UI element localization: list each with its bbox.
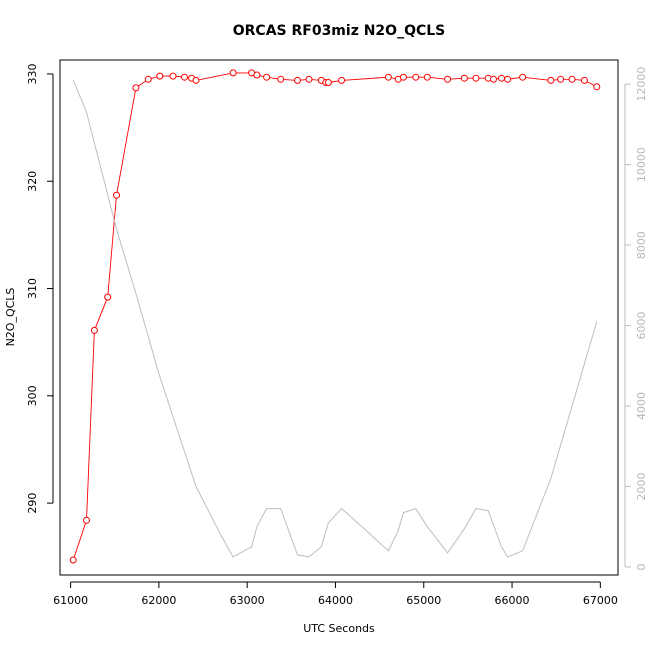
y2-tick-label: 2000 — [635, 472, 648, 500]
x-axis: 61000 62000 63000 64000 65000 66000 67000 — [53, 581, 618, 607]
data-point — [104, 293, 112, 301]
data-point — [192, 76, 200, 84]
data-point — [305, 75, 313, 83]
data-point — [557, 75, 565, 83]
y2-tick-label: 10000 — [635, 147, 648, 182]
y-tick-label: 300 — [26, 385, 39, 406]
data-point — [444, 75, 452, 83]
data-point — [384, 73, 392, 81]
x-axis-label: UTC Seconds — [303, 622, 375, 635]
y-axis-right: 0 2000 4000 6000 8000 10000 12000 — [624, 67, 648, 570]
y2-tick-label: 6000 — [635, 312, 648, 340]
x-tick-label: 61000 — [53, 594, 88, 607]
data-point — [547, 76, 555, 84]
data-point — [593, 83, 601, 91]
data-point — [277, 75, 285, 83]
data-point — [519, 73, 527, 81]
series-1-line — [72, 79, 598, 558]
data-point — [412, 73, 420, 81]
x-tick-label: 67000 — [583, 594, 618, 607]
data-point — [144, 75, 152, 83]
series-layer — [69, 69, 601, 564]
y2-tick-label: 0 — [635, 563, 648, 570]
data-point — [181, 73, 188, 81]
data-point — [69, 556, 77, 564]
data-point — [423, 73, 431, 81]
y-tick-label: 290 — [26, 493, 39, 514]
data-point — [263, 73, 271, 81]
x-tick-label: 65000 — [406, 594, 441, 607]
y2-tick-label: 8000 — [635, 231, 648, 259]
data-point — [504, 75, 512, 83]
y2-tick-label: 12000 — [635, 67, 648, 102]
y-axis-label: N2O_QCLS — [4, 288, 17, 347]
data-point — [132, 84, 140, 92]
y-tick-label: 320 — [26, 171, 39, 192]
data-point — [83, 516, 90, 524]
data-point — [472, 74, 480, 82]
data-point — [568, 75, 576, 83]
x-tick-label: 66000 — [495, 594, 530, 607]
series-0-line — [72, 72, 598, 561]
y-tick-label: 310 — [26, 278, 39, 299]
data-point — [169, 72, 177, 80]
x-tick-label: 62000 — [141, 594, 176, 607]
plot-frame — [59, 59, 619, 576]
data-point — [338, 76, 346, 84]
data-point — [498, 74, 505, 82]
y2-tick-label: 4000 — [635, 392, 648, 420]
y-tick-label: 330 — [26, 63, 39, 84]
data-point — [580, 76, 588, 84]
data-point — [294, 76, 301, 84]
data-point — [90, 326, 98, 334]
data-point — [400, 73, 407, 81]
data-point — [229, 69, 237, 77]
data-point — [156, 72, 164, 80]
y-axis-left: 290 300 310 320 330 — [26, 63, 54, 514]
data-point — [324, 79, 332, 86]
data-point — [113, 191, 120, 199]
data-point — [490, 75, 497, 83]
x-tick-label: 64000 — [318, 594, 353, 607]
chart-title: ORCAS RF03miz N2O_QCLS — [233, 23, 446, 39]
x-tick-label: 63000 — [230, 594, 265, 607]
data-point — [460, 74, 468, 82]
data-point — [253, 71, 261, 79]
